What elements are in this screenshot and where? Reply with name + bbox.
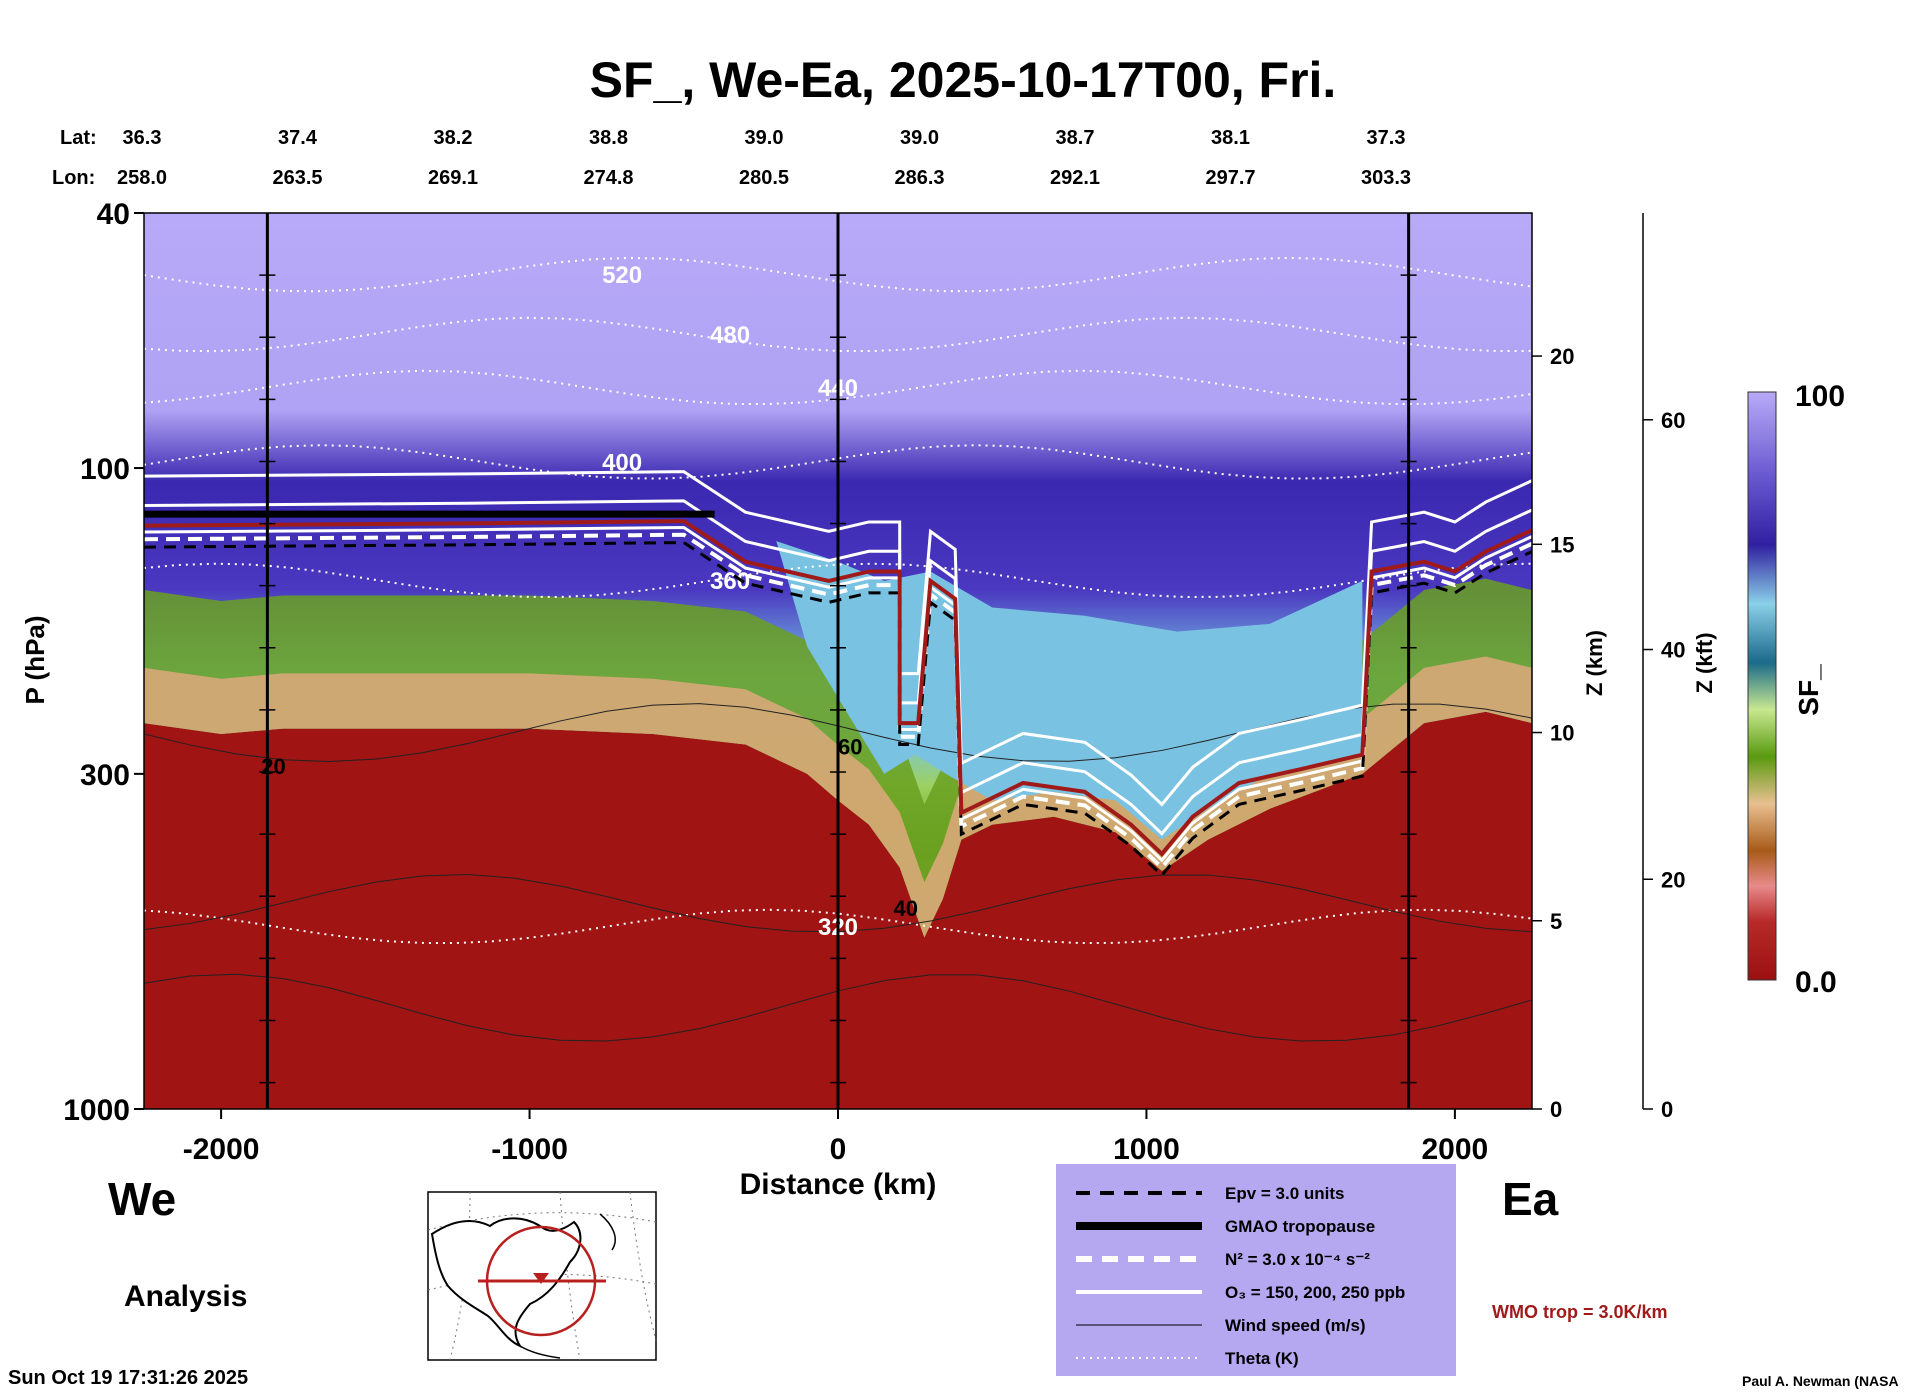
z-km-tick-label: 0 bbox=[1550, 1097, 1562, 1122]
lon-value: 280.5 bbox=[739, 167, 789, 189]
z-km-tick-label: 15 bbox=[1550, 532, 1574, 557]
z-km-tick-label: 10 bbox=[1550, 721, 1574, 746]
lat-value: 37.4 bbox=[278, 127, 318, 149]
lon-value: 269.1 bbox=[428, 167, 478, 189]
wmo-tropopause-line bbox=[143, 519, 1533, 857]
lon-value: 292.1 bbox=[1050, 167, 1100, 189]
x-tick-label: 0 bbox=[830, 1133, 847, 1166]
legend-item-label: Wind speed (m/s) bbox=[1225, 1316, 1366, 1335]
colorbar-min-label: 0.0 bbox=[1795, 966, 1837, 999]
z-km-tick-label: 20 bbox=[1550, 344, 1574, 369]
y-tick-label: 1000 bbox=[63, 1094, 130, 1127]
locator-map bbox=[427, 1191, 657, 1361]
theta-line bbox=[144, 316, 1532, 353]
y-axis-title: P (hPa) bbox=[20, 615, 50, 704]
x-tick-label: -1000 bbox=[491, 1133, 568, 1166]
lat-label: Lat: bbox=[60, 127, 97, 149]
west-label: We bbox=[108, 1173, 176, 1225]
y-tick-label: 40 bbox=[97, 198, 130, 231]
theta-line bbox=[144, 444, 1532, 480]
wind-speed-label: 20 bbox=[261, 754, 285, 779]
x-tick-label: 1000 bbox=[1113, 1133, 1180, 1166]
timestamp: Sun Oct 19 17:31:26 2025 bbox=[8, 1367, 248, 1389]
z-kft-tick-label: 20 bbox=[1661, 867, 1685, 892]
lat-value: 38.1 bbox=[1211, 127, 1250, 149]
n2-contour bbox=[143, 532, 1533, 871]
lon-value: 286.3 bbox=[894, 167, 944, 189]
theta-line bbox=[144, 256, 1532, 293]
z-km-tick-label: 5 bbox=[1550, 909, 1562, 934]
theta-line bbox=[144, 562, 1532, 598]
lon-value: 263.5 bbox=[272, 167, 322, 189]
lon-label: Lon: bbox=[52, 167, 95, 189]
x-tick-label: 2000 bbox=[1422, 1133, 1489, 1166]
legend-item-label: N² = 3.0 x 10⁻⁴ s⁻² bbox=[1225, 1250, 1370, 1269]
legend-item-label: O₃ = 150, 200, 250 ppb bbox=[1225, 1283, 1405, 1302]
y-tick-label: 300 bbox=[80, 759, 130, 792]
z-kft-tick-label: 40 bbox=[1661, 638, 1685, 663]
ozone-contour bbox=[143, 470, 1533, 807]
colorbar: 100 0.0 SF_ bbox=[1747, 380, 1845, 999]
lat-value: 38.7 bbox=[1056, 127, 1095, 149]
lon-value: 258.0 bbox=[117, 167, 167, 189]
lat-value: 38.2 bbox=[434, 127, 473, 149]
z-kft-tick-label: 60 bbox=[1661, 408, 1685, 433]
theta-label: 520 bbox=[602, 262, 642, 289]
y-tick-label: 100 bbox=[80, 453, 130, 486]
lon-value: 274.8 bbox=[583, 167, 633, 189]
credit: Paul A. Newman (NASA bbox=[1742, 1373, 1899, 1389]
ozone-contour bbox=[143, 499, 1533, 836]
colorbar-title: SF_ bbox=[1793, 664, 1824, 716]
legend-item-label: GMAO tropopause bbox=[1225, 1217, 1375, 1236]
lat-value: 36.3 bbox=[123, 127, 162, 149]
theta-label: 480 bbox=[710, 322, 750, 349]
lon-value: 303.3 bbox=[1361, 167, 1411, 189]
legend: Epv = 3.0 units GMAO tropopause N² = 3.0 x… bbox=[1056, 1164, 1456, 1376]
legend-item-label: Theta (K) bbox=[1225, 1349, 1299, 1368]
east-label: Ea bbox=[1502, 1173, 1559, 1225]
wind-speed-label: 40 bbox=[894, 896, 918, 921]
colorbar-ramp bbox=[1747, 391, 1777, 981]
lat-value: 39.0 bbox=[900, 127, 939, 149]
legend-item-label: Epv = 3.0 units bbox=[1225, 1184, 1345, 1203]
lat-lon-header: Lat: Lon: 36.3 258.0 37.4 263.5 38.2 269.1 38.… bbox=[52, 127, 1411, 189]
lat-value: 39.0 bbox=[745, 127, 784, 149]
wind-speed-label: 60 bbox=[838, 735, 862, 760]
x-axis-title: Distance (km) bbox=[740, 1168, 937, 1201]
lon-value: 297.7 bbox=[1205, 167, 1255, 189]
wmo-note: WMO trop = 3.0K/km bbox=[1492, 1302, 1668, 1322]
colorbar-max-label: 100 bbox=[1795, 380, 1845, 413]
z-kft-axis-title: Z (kft) bbox=[1692, 632, 1717, 693]
x-tick-label: -2000 bbox=[183, 1133, 260, 1166]
legend-box bbox=[1056, 1164, 1456, 1376]
lat-value: 37.3 bbox=[1367, 127, 1406, 149]
analysis-label: Analysis bbox=[124, 1280, 247, 1313]
axes: -2000 -1000 0 1000 2000 40 100 300 1000 20 15 10 5 0 6… bbox=[63, 198, 1685, 1166]
lat-value: 38.8 bbox=[589, 127, 628, 149]
z-km-axis-title: Z (km) bbox=[1582, 630, 1607, 696]
chart-title: SF_, We-Ea, 2025-10-17T00, Fri. bbox=[590, 52, 1337, 108]
z-kft-tick-label: 0 bbox=[1661, 1097, 1673, 1122]
